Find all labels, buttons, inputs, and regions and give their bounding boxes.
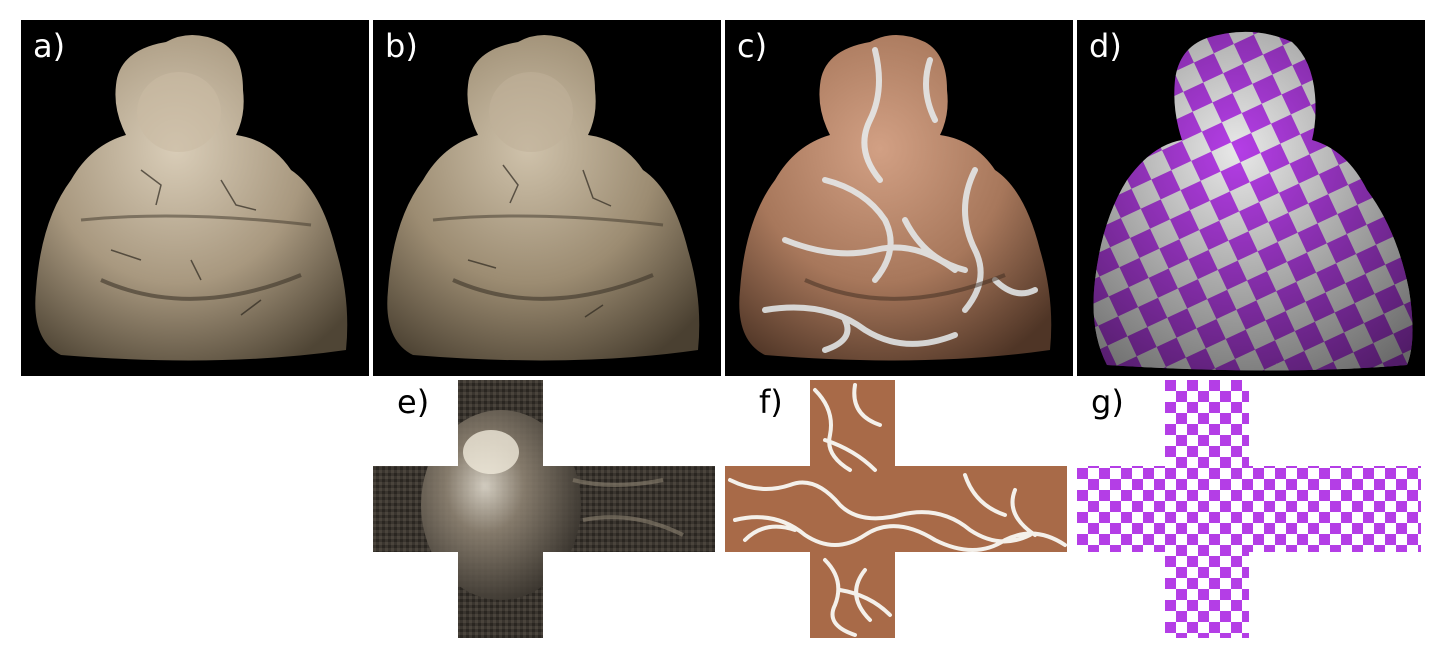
cube-map-original-texture (373, 380, 715, 638)
buddha-body (35, 35, 348, 361)
buddha-face (489, 72, 573, 152)
panel-b: b) (373, 20, 721, 376)
panel-g: g) (1077, 380, 1421, 638)
panel-d: d) (1077, 20, 1425, 376)
panel-f: f) (725, 380, 1067, 638)
panel-a: a) (21, 20, 369, 376)
buddha-arm-fold (80, 214, 312, 227)
buddha-belly-fold (452, 273, 654, 301)
buddha-face (137, 72, 221, 152)
cube-map-clay-texture (725, 380, 1067, 638)
statue-highlight (421, 410, 581, 600)
buddha-statue-marble-image (35, 35, 348, 361)
buddha-body (739, 35, 1052, 361)
buddha-statue-reconstructed-image (387, 35, 700, 361)
statue-head-highlight (463, 430, 519, 474)
clay-cracks (728, 383, 1067, 637)
buddha-statue-clay-image (739, 35, 1052, 361)
marble-cracks (110, 169, 262, 316)
panel-c: c) (725, 20, 1073, 376)
clay-cracks (762, 47, 1038, 353)
buddha-belly-fold (804, 273, 1006, 301)
cube-map-checkerboard (1077, 380, 1421, 638)
panel-e: e) (373, 380, 715, 638)
buddha-body (387, 35, 700, 361)
shading-overlay (1093, 31, 1413, 371)
buddha-statue-checker-image (1093, 31, 1413, 371)
buddha-arm-fold (432, 214, 664, 227)
marble-cracks (467, 164, 612, 318)
buddha-belly-fold (100, 273, 302, 301)
